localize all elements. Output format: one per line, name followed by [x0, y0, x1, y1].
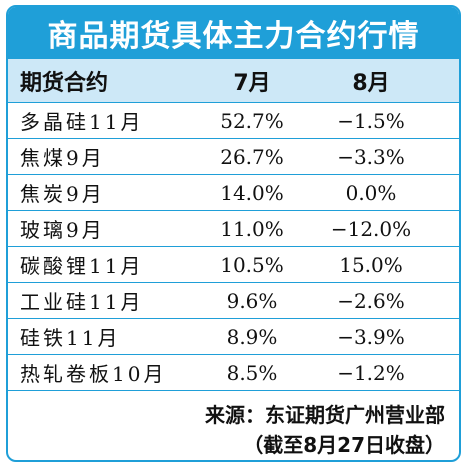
- row-contract: 玻璃9月: [20, 218, 105, 242]
- row-contract: 工业硅11月: [20, 290, 144, 314]
- row-august-value: −12.0%: [330, 216, 412, 241]
- row-august-value: −1.5%: [337, 108, 405, 133]
- title-bar: 商品期货具体主力合约行情: [8, 7, 459, 59]
- table-card: 商品期货具体主力合约行情 期货合约 7月 8月 多晶硅11月 52.7% −1.…: [6, 5, 461, 462]
- source-note: 来源：东证期货广州营业部: [205, 403, 445, 427]
- table-title: 商品期货具体主力合约行情: [47, 19, 420, 54]
- row-august-value: −1.2%: [337, 360, 405, 385]
- table-row: 焦煤9月 26.7% −3.3%: [8, 139, 459, 175]
- row-august-value: −2.6%: [337, 288, 405, 313]
- row-july-value: 14.0%: [220, 180, 284, 205]
- row-contract: 硅铁11月: [20, 326, 121, 350]
- header-july: 7月: [233, 70, 271, 96]
- row-july-value: 8.5%: [226, 360, 278, 385]
- row-contract: 焦煤9月: [20, 146, 105, 170]
- table-footer: 来源：东证期货广州营业部 （截至8月27日收盘）: [8, 393, 459, 460]
- table-row: 热轧卷板10月 8.5% −1.2%: [8, 355, 459, 391]
- table-row: 多晶硅11月 52.7% −1.5%: [8, 103, 459, 139]
- table-row: 工业硅11月 9.6% −2.6%: [8, 283, 459, 319]
- date-note: （截至8月27日收盘）: [243, 433, 445, 457]
- row-august-value: 0.0%: [345, 180, 397, 205]
- row-contract: 热轧卷板10月: [20, 362, 167, 386]
- row-august-value: −3.9%: [337, 324, 405, 349]
- header-contract: 期货合约: [20, 70, 109, 96]
- table-body: 多晶硅11月 52.7% −1.5% 焦煤9月 26.7% −3.3% 焦炭9月…: [8, 103, 459, 391]
- row-august-value: −3.3%: [337, 144, 405, 169]
- row-july-value: 26.7%: [220, 144, 284, 169]
- table-row: 玻璃9月 11.0% −12.0%: [8, 211, 459, 247]
- table-row: 碳酸锂11月 10.5% 15.0%: [8, 247, 459, 283]
- table-row: 硅铁11月 8.9% −3.9%: [8, 319, 459, 355]
- row-july-value: 11.0%: [220, 216, 284, 241]
- row-july-value: 9.6%: [226, 288, 278, 313]
- row-contract: 碳酸锂11月: [20, 254, 144, 278]
- row-contract: 多晶硅11月: [20, 110, 144, 134]
- row-july-value: 52.7%: [220, 108, 284, 133]
- row-july-value: 8.9%: [226, 324, 278, 349]
- row-august-value: 15.0%: [339, 252, 403, 277]
- row-july-value: 10.5%: [220, 252, 284, 277]
- table-row: 焦炭9月 14.0% 0.0%: [8, 175, 459, 211]
- table-header-row: 期货合约 7月 8月: [8, 59, 459, 103]
- row-contract: 焦炭9月: [20, 182, 105, 206]
- header-august: 8月: [352, 70, 390, 96]
